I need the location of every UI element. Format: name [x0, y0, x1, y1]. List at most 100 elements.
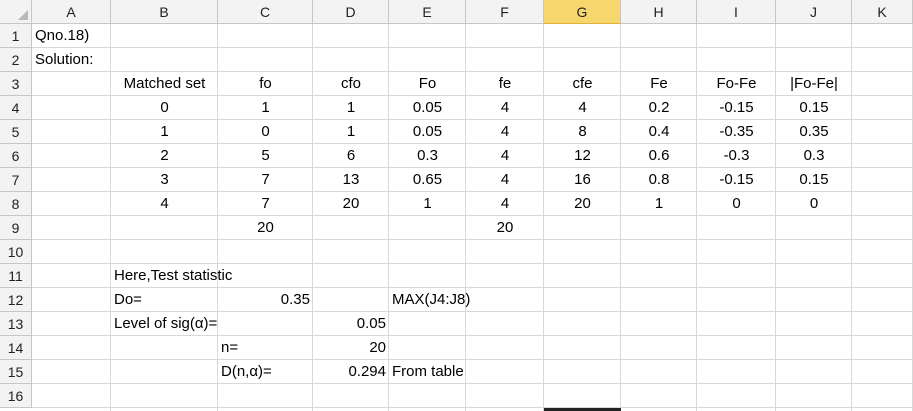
- column-header-C[interactable]: C: [218, 0, 313, 24]
- cell-B12[interactable]: Do=: [114, 291, 142, 308]
- cell-F6[interactable]: 4: [500, 147, 510, 164]
- cell-I7[interactable]: -0.15: [719, 171, 754, 188]
- column-header-E[interactable]: E: [389, 0, 466, 24]
- cell-I3[interactable]: Fo-Fe: [716, 75, 757, 92]
- cell-G5[interactable]: 8: [578, 123, 587, 140]
- cell-J6[interactable]: 0.3: [803, 147, 825, 164]
- cell-B6[interactable]: 2: [160, 147, 169, 164]
- row-header-9[interactable]: 9: [0, 216, 32, 240]
- cell-C5[interactable]: 0: [261, 123, 270, 140]
- cell-C6[interactable]: 5: [261, 147, 270, 164]
- row-header-6[interactable]: 6: [0, 144, 32, 168]
- column-header-A[interactable]: A: [32, 0, 111, 24]
- cell-H8[interactable]: 1: [654, 195, 664, 212]
- cell-F8[interactable]: 4: [500, 195, 510, 212]
- cell-C14[interactable]: n=: [221, 339, 239, 356]
- cell-C3[interactable]: fo: [259, 75, 272, 92]
- row-header-1[interactable]: 1: [0, 24, 32, 48]
- cell-J5[interactable]: 0.35: [799, 123, 829, 140]
- row-header-15[interactable]: 15: [0, 360, 32, 384]
- cell-J7[interactable]: 0.15: [799, 171, 829, 188]
- column-header-K[interactable]: K: [852, 0, 913, 24]
- cell-E7[interactable]: 0.65: [412, 171, 443, 188]
- cell-B13[interactable]: Level of sig(α)=: [114, 315, 218, 332]
- cell-D4[interactable]: 1: [346, 99, 356, 116]
- cell-G4[interactable]: 4: [578, 99, 587, 116]
- cell-D14[interactable]: 20: [369, 339, 386, 356]
- cell-C7[interactable]: 7: [261, 171, 270, 188]
- cell-C4[interactable]: 1: [261, 99, 270, 116]
- row-header-8[interactable]: 8: [0, 192, 32, 216]
- cell-E5[interactable]: 0.05: [412, 123, 443, 140]
- cell-I5[interactable]: -0.35: [719, 123, 754, 140]
- cell-D13[interactable]: 0.05: [356, 315, 386, 332]
- gridline-column: [620, 24, 621, 411]
- cell-G6[interactable]: 12: [574, 147, 591, 164]
- column-header-B[interactable]: B: [111, 0, 218, 24]
- cell-D3[interactable]: cfo: [340, 75, 361, 92]
- cell-D15[interactable]: 0.294: [348, 363, 386, 380]
- cell-E12[interactable]: MAX(J4:J8): [392, 291, 471, 308]
- cell-I6[interactable]: -0.3: [723, 147, 750, 164]
- cell-G8[interactable]: 20: [574, 195, 591, 212]
- cell-E15[interactable]: From table: [392, 363, 464, 380]
- cell-H5[interactable]: 0.4: [648, 123, 670, 140]
- cell-B3[interactable]: Matched set: [123, 75, 206, 92]
- cell-I8[interactable]: 0: [732, 195, 741, 212]
- column-header-I[interactable]: I: [697, 0, 776, 24]
- cell-F3[interactable]: fe: [498, 75, 512, 92]
- cell-B11[interactable]: Here,Test statistic: [114, 267, 233, 284]
- row-header-16[interactable]: 16: [0, 384, 32, 408]
- row-header-2[interactable]: 2: [0, 48, 32, 72]
- cell-A1[interactable]: Qno.18): [35, 27, 90, 44]
- column-header-J[interactable]: J: [776, 0, 852, 24]
- row-header-10[interactable]: 10: [0, 240, 32, 264]
- cell-J8[interactable]: 0: [809, 195, 819, 212]
- select-all-corner[interactable]: [0, 0, 32, 24]
- cell-H3[interactable]: Fe: [650, 75, 668, 92]
- cell-J4[interactable]: 0.15: [799, 99, 829, 116]
- cell-F4[interactable]: 4: [500, 99, 510, 116]
- cell-C9-total[interactable]: 20: [257, 219, 274, 236]
- cell-E3[interactable]: Fo: [418, 75, 437, 92]
- cell-H4[interactable]: 0.2: [648, 99, 670, 116]
- cell-H6[interactable]: 0.6: [648, 147, 670, 164]
- cell-D5[interactable]: 1: [346, 123, 356, 140]
- row-header-12[interactable]: 12: [0, 288, 32, 312]
- cell-B4[interactable]: 0: [160, 99, 169, 116]
- row-header-7[interactable]: 7: [0, 168, 32, 192]
- cell-B8[interactable]: 4: [160, 195, 169, 212]
- row-header-14[interactable]: 14: [0, 336, 32, 360]
- cell-D8[interactable]: 20: [342, 195, 360, 212]
- cell-C8[interactable]: 7: [261, 195, 270, 212]
- cell-E6[interactable]: 0.3: [417, 147, 438, 164]
- cell-B5[interactable]: 1: [160, 123, 169, 140]
- cell-J3[interactable]: |Fo-Fe|: [790, 75, 838, 92]
- cell-D7[interactable]: 13: [342, 171, 360, 188]
- cell-F5[interactable]: 4: [500, 123, 510, 140]
- row-header-4[interactable]: 4: [0, 96, 32, 120]
- row-header-11[interactable]: 11: [0, 264, 32, 288]
- cell-G7[interactable]: 16: [574, 171, 591, 188]
- column-header-G[interactable]: G: [544, 0, 621, 24]
- row-header-5[interactable]: 5: [0, 120, 32, 144]
- cell-D6[interactable]: 6: [346, 147, 356, 164]
- cell-G3[interactable]: cfe: [572, 75, 593, 92]
- column-header-H[interactable]: H: [621, 0, 697, 24]
- column-header-F[interactable]: F: [466, 0, 544, 24]
- row-header-13[interactable]: 13: [0, 312, 32, 336]
- cell-F7[interactable]: 4: [500, 171, 510, 188]
- cell-I4[interactable]: -0.15: [719, 99, 754, 116]
- row-header-3[interactable]: 3: [0, 72, 32, 96]
- cell-H7[interactable]: 0.8: [648, 171, 670, 188]
- cell-C12[interactable]: 0.35: [280, 291, 310, 308]
- gridline-column: [465, 24, 466, 411]
- cell-C15[interactable]: D(n,α)=: [221, 363, 272, 380]
- cell-B7[interactable]: 3: [160, 171, 169, 188]
- cell-E4[interactable]: 0.05: [412, 99, 443, 116]
- cell-F9-total[interactable]: 20: [496, 219, 514, 236]
- cell-E8[interactable]: 1: [423, 195, 432, 212]
- column-header-D[interactable]: D: [313, 0, 389, 24]
- cell-A2[interactable]: Solution:: [35, 51, 94, 68]
